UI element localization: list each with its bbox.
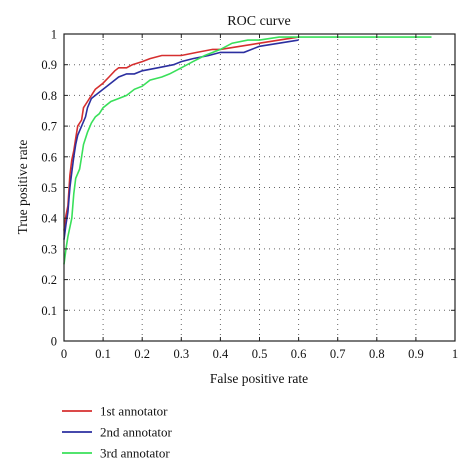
y-tick-label-2: 0.2	[41, 273, 57, 287]
series-line-1	[63, 36, 299, 231]
y-tick-label-1: 0.1	[41, 304, 57, 318]
x-tick-label-1: 0.1	[95, 347, 111, 361]
x-axis-title: False positive rate	[210, 371, 308, 386]
x-tick-label-2: 0.2	[134, 347, 150, 361]
y-tick-label-10: 1	[51, 28, 57, 42]
y-tick-label-8: 0.8	[41, 89, 57, 103]
legend-label-2: 2nd annotator	[100, 425, 173, 440]
x-tick-label-9: 0.9	[408, 347, 424, 361]
grid	[64, 34, 455, 341]
x-tick-label-0: 0	[61, 347, 67, 361]
x-tick-label-3: 0.3	[173, 347, 189, 361]
series-line-3	[63, 36, 432, 265]
y-tick-label-6: 0.6	[41, 150, 57, 164]
y-tick-label-4: 0.4	[41, 212, 57, 226]
series-layer	[63, 36, 432, 265]
legend-label-1: 1st annotator	[100, 404, 168, 419]
axis-ticks: 0 0.1 0.2 0.3 0.4 0.5 0.6 0.7 0.8 0.9 1 0 0.1 0.2 0.3 0…	[41, 28, 458, 362]
y-axis-title: True positive rate	[15, 140, 30, 235]
legend: 1st annotator 2nd annotator 3rd annotator	[62, 404, 173, 461]
y-tick-label-5: 0.5	[41, 181, 57, 195]
legend-label-3: 3rd annotator	[100, 446, 170, 461]
x-tick-label-7: 0.7	[330, 347, 346, 361]
x-tick-label-10: 1	[452, 347, 458, 361]
y-tick-label-9: 0.9	[41, 58, 57, 72]
y-tick-label-7: 0.7	[41, 120, 57, 134]
x-tick-label-8: 0.8	[369, 347, 385, 361]
x-tick-label-4: 0.4	[213, 347, 229, 361]
x-tick-label-6: 0.6	[291, 347, 307, 361]
series-line-2	[63, 39, 299, 240]
x-tick-label-5: 0.5	[252, 347, 268, 361]
chart-title: ROC curve	[227, 14, 290, 29]
y-tick-label-3: 0.3	[41, 242, 57, 256]
y-tick-label-0: 0	[51, 335, 57, 349]
